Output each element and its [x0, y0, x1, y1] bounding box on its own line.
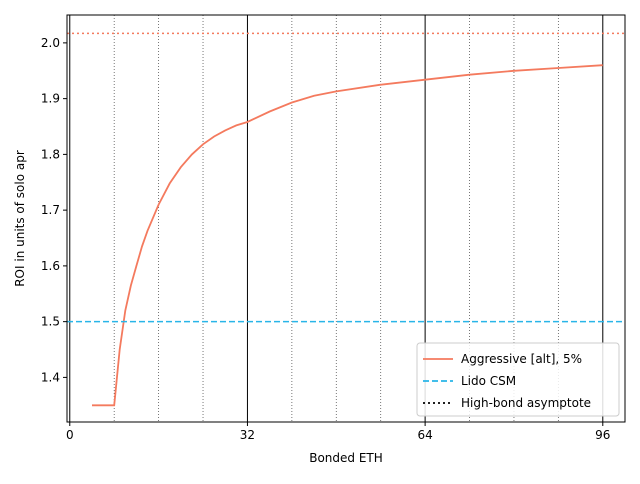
y-tick-label-6: 2.0 — [41, 36, 60, 50]
y-axis-label: ROI in units of solo apr — [13, 150, 27, 287]
legend-label-2: High-bond asymptote — [461, 396, 591, 410]
y-tick-label-1: 1.5 — [41, 315, 60, 329]
x-tick-label-32: 32 — [240, 428, 255, 442]
x-axis-label: Bonded ETH — [309, 451, 383, 465]
ticks-layer: 0 32 64 96 1.4 1.5 1.6 1.7 1.8 1.9 2.0 — [41, 36, 611, 442]
plot-frame — [66, 14, 626, 423]
y-tick-label-5: 1.9 — [41, 92, 60, 106]
legend-label-0: Aggressive [alt], 5% — [461, 352, 582, 366]
x-tick-label-96: 96 — [595, 428, 610, 442]
legend-box — [416, 342, 620, 417]
x-tick-label-64: 64 — [417, 428, 432, 442]
y-tick-label-4: 1.8 — [41, 147, 60, 161]
y-tick-label-2: 1.6 — [41, 259, 60, 273]
y-tick-label-3: 1.7 — [41, 203, 60, 217]
y-tick-label-0: 1.4 — [41, 370, 60, 384]
series-layer — [67, 32, 625, 407]
legend: Aggressive [alt], 5% Lido CSM High-bond as… — [416, 342, 620, 417]
legend-label-1: Lido CSM — [461, 374, 516, 388]
series-line-0 — [92, 64, 603, 407]
x-tick-label-0: 0 — [66, 428, 74, 442]
